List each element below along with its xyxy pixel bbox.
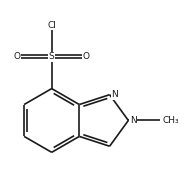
- Text: O: O: [83, 52, 90, 61]
- Text: O: O: [14, 52, 20, 61]
- Text: CH₃: CH₃: [163, 116, 179, 125]
- Text: N: N: [130, 116, 137, 125]
- Text: Cl: Cl: [47, 21, 56, 30]
- Text: N: N: [111, 90, 118, 99]
- Text: S: S: [49, 52, 55, 61]
